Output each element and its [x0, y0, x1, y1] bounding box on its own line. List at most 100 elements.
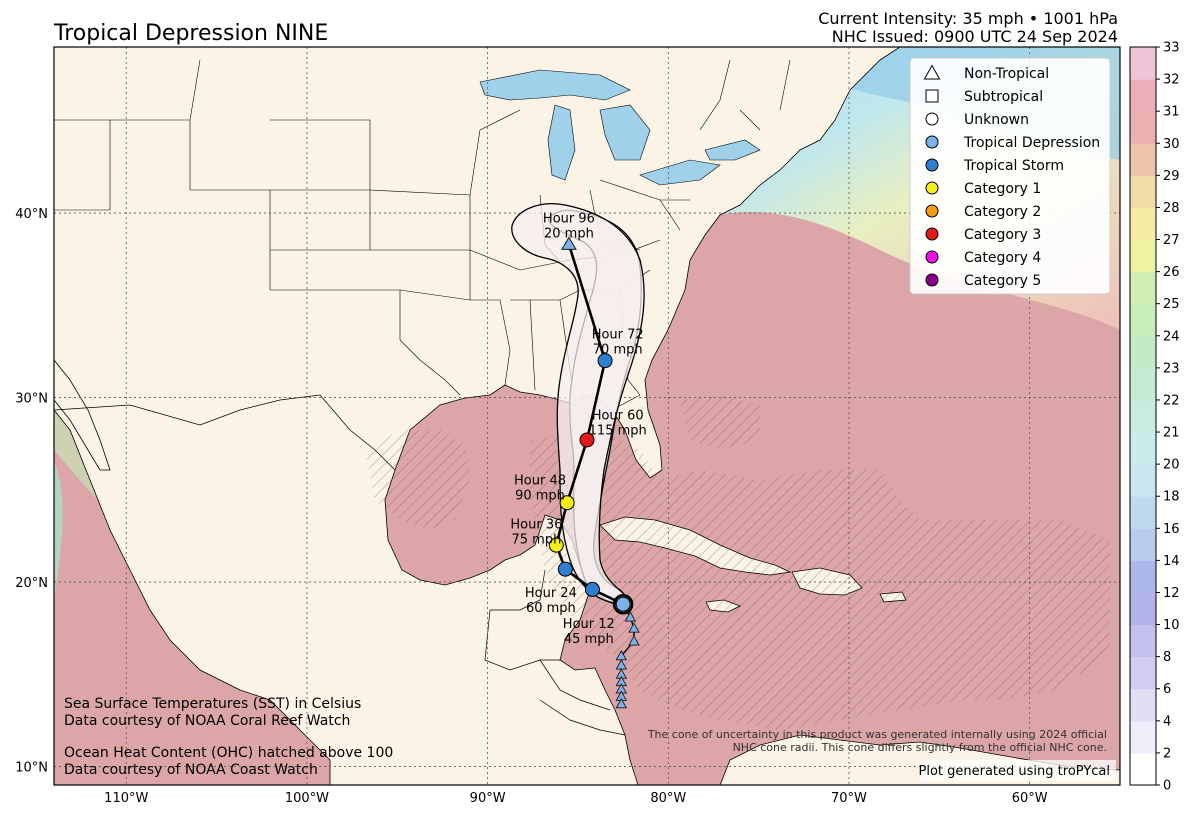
colorbar-segment — [1130, 432, 1156, 465]
legend-marker-tropical-storm — [925, 158, 939, 172]
legend-label: Subtropical — [964, 89, 1043, 105]
colorbar-segment — [1130, 79, 1156, 112]
colorbar-segment — [1130, 592, 1156, 626]
colorbar-label: 23 — [1163, 361, 1180, 376]
forecast-marker-hour-48 — [559, 495, 575, 511]
pacific-cool-water — [54, 460, 63, 600]
forecast-marker-hour-96 — [561, 236, 577, 250]
latitude-tick-labels: 10°N 20°N 30°N 40°N — [15, 207, 48, 775]
legend-label: Category 1 — [964, 181, 1041, 197]
colorbar-label: 24 — [1163, 329, 1180, 344]
colorbar-segment — [1130, 303, 1156, 337]
legend-label: Tropical Depression — [963, 135, 1100, 151]
forecast-marker-hour-24 — [557, 561, 573, 577]
forecast-marker-hour-12 — [584, 581, 600, 597]
legend-label: Category 2 — [964, 204, 1041, 220]
colorbar-segment — [1130, 335, 1156, 369]
hour-label: Hour 96 — [543, 211, 595, 226]
colorbar-label: 2 — [1163, 746, 1171, 761]
colorbar-label: 12 — [1163, 586, 1180, 601]
forecast-marker-hour-0 — [615, 596, 631, 612]
colorbar-segment — [1130, 271, 1156, 305]
wind-label: 60 mph — [526, 601, 576, 616]
colorbar-segment — [1130, 367, 1156, 401]
wind-label: 90 mph — [515, 488, 565, 503]
colorbar-segment — [1130, 464, 1156, 497]
forecast-marker-hour-36 — [548, 537, 564, 553]
colorbar-label: 26 — [1163, 265, 1180, 280]
credit-box — [920, 760, 1116, 781]
colorbar-label: 31 — [1163, 105, 1180, 120]
legend-marker-unknown — [925, 112, 939, 126]
colorbar-segment — [1130, 720, 1156, 754]
forecast-marker-hour-72 — [597, 353, 613, 369]
history-track-marker — [628, 635, 640, 646]
colorbar-segment — [1130, 624, 1156, 658]
colorbar-segment — [1130, 47, 1156, 80]
legend-marker-category-1 — [925, 181, 939, 195]
wind-label: 115 mph — [589, 424, 647, 439]
colorbar-label: 10 — [1163, 618, 1180, 633]
map-frame — [53, 46, 1121, 786]
land-north-america — [54, 47, 901, 785]
colorbar-label: 6 — [1163, 682, 1171, 697]
legend-label: Non-Tropical — [964, 66, 1049, 82]
sst-source: Data courtesy of NOAA Coral Reef Watch — [64, 713, 350, 729]
hour-label: Hour 72 — [592, 328, 644, 343]
colorbar-segment — [1130, 528, 1156, 561]
colorbar-segment — [1130, 688, 1156, 722]
legend-marker-category-5 — [925, 273, 939, 287]
colorbar-label: 32 — [1163, 73, 1180, 88]
colorbar-label: 4 — [1163, 714, 1171, 729]
wind-label: 45 mph — [564, 632, 614, 647]
wind-label: 70 mph — [593, 343, 643, 358]
colorbar-label: 14 — [1163, 554, 1180, 569]
longitude-tick-labels: 110°W 100°W 90°W 80°W 70°W 60°W — [104, 791, 1048, 806]
lon-tick-label: 90°W — [470, 791, 506, 806]
colorbar-segment — [1130, 207, 1156, 241]
colorbar-label: 28 — [1163, 201, 1180, 216]
current-position-ring — [612, 593, 634, 615]
hour-label: Hour 24 — [525, 586, 577, 601]
legend-label: Category 5 — [964, 273, 1041, 289]
hour-label: Hour 60 — [592, 409, 644, 424]
colorbar-label: 25 — [1163, 297, 1180, 312]
sst-colorbar: 0246810121416182021222324252627282930313… — [1129, 41, 1180, 794]
forecast-markers — [548, 236, 634, 615]
colorbar-segment — [1130, 496, 1156, 529]
colorbar-label: 21 — [1163, 426, 1180, 441]
legend-marker-subtropical — [925, 89, 939, 103]
legend: Non-Tropical Subtropical Unknown Tropical D… — [909, 57, 1111, 295]
wind-label: 75 mph — [511, 533, 561, 548]
legend-marker-tropical-depression — [925, 135, 939, 149]
history-track-marker — [624, 611, 637, 622]
lon-tick-label: 100°W — [285, 791, 329, 806]
legend-marker-category-4 — [925, 250, 939, 264]
current-intensity: Current Intensity: 35 mph • 1001 hPa — [818, 9, 1118, 28]
legend-marker-non-tropical — [923, 64, 941, 80]
cone-outline-outer — [511, 203, 645, 604]
nhc-issued: NHC Issued: 0900 UTC 24 Sep 2024 — [832, 27, 1118, 46]
colorbar-label: 33 — [1163, 41, 1180, 56]
ohc-source: Data courtesy of NOAA Coast Watch — [64, 762, 318, 778]
hour-label: Hour 36 — [510, 518, 562, 533]
colorbar-label: 29 — [1163, 169, 1180, 184]
history-markers — [615, 611, 640, 709]
legend-marker-category-2 — [925, 204, 939, 218]
wind-label: 20 mph — [544, 226, 594, 241]
colorbar-segment — [1130, 175, 1156, 208]
great-lakes — [479, 69, 761, 186]
legend-label: Tropical Storm — [963, 158, 1064, 174]
history-track-marker — [628, 622, 640, 633]
lon-tick-label: 80°W — [650, 791, 686, 806]
lon-tick-label: 60°W — [1012, 791, 1048, 806]
colorbar-segment — [1130, 239, 1156, 273]
colorbar-label: 22 — [1163, 393, 1180, 408]
colorbar-segment — [1130, 656, 1156, 690]
ohc-hatch-regions — [365, 395, 1110, 730]
legend-marker-category-3 — [925, 227, 939, 241]
colorbar-label: 20 — [1163, 458, 1180, 473]
lat-tick-label: 30°N — [15, 392, 48, 407]
colorbar-segment — [1130, 560, 1156, 593]
